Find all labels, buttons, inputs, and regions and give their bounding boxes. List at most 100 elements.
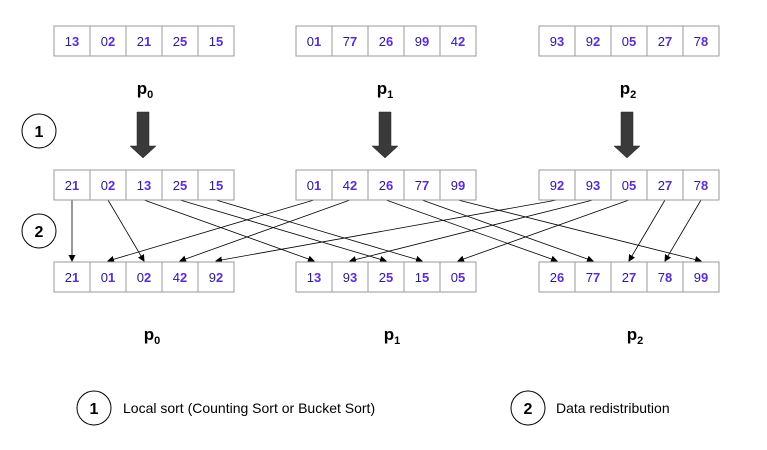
cell-box [331,261,369,293]
array-cell: 05 [610,25,648,57]
array-cell: 01 [89,261,127,293]
cell-value: 27 [622,270,636,285]
cell-box [161,25,199,57]
cell-box [439,25,477,57]
processor-label-bottom: p0 [144,325,161,347]
redistribution-arrow [349,199,594,263]
redistribution-arrow [457,199,702,263]
redistribution-arrow [179,199,351,263]
legend-circle [510,390,546,426]
array-cell: 02 [89,25,127,57]
redistribution-arrow [421,199,594,263]
cell-value: 77 [586,270,600,285]
array-cell: 05 [610,169,648,201]
cell-box [125,169,163,201]
cell-box [161,169,199,201]
legend-text: Data redistribution [556,400,670,416]
step-circle [21,213,57,249]
cell-box [574,25,612,57]
processor-labels: p0 p1 p2 p0 p1 p2 [137,79,644,347]
cell-value: 27 [658,178,672,193]
step-number: 1 [35,124,44,141]
cell-box [439,169,477,201]
array-cell: 77 [403,169,441,201]
array-cell: 21 [125,25,163,57]
cell-box [403,169,441,201]
cell-box [295,25,333,57]
cell-value: 21 [137,34,151,49]
cell-box [439,261,477,293]
cell-value: 26 [379,178,393,193]
cell-box [682,261,720,293]
array-cell: 93 [331,261,369,293]
cell-value: 02 [137,270,151,285]
array-cell: 99 [403,25,441,57]
cell-value: 25 [379,270,393,285]
array-cell: 26 [538,261,576,293]
cell-value: 02 [101,34,115,49]
redistribution-arrow [179,199,387,263]
step-marker: 1 [21,113,57,149]
cell-value: 92 [209,270,223,285]
cell-value: 92 [586,34,600,49]
legend: 1 Local sort (Counting Sort or Bucket Sor… [76,390,670,426]
cell-value: 42 [173,270,187,285]
array-cell: 21 [53,261,91,293]
cell-value: 21 [65,270,79,285]
cell-box [197,25,235,57]
processor-label-top: p1 [377,79,394,101]
cell-box [331,25,369,57]
array-cell: 92 [197,261,235,293]
array-cell: 25 [161,169,199,201]
redistribution-arrow [107,199,145,262]
cell-box [197,261,235,293]
cell-value: 02 [101,178,115,193]
down-arrow-icon [129,111,157,159]
cell-value: 05 [451,270,465,285]
cell-value: 78 [658,270,672,285]
cell-value: 99 [415,34,429,49]
legend-item: 1 Local sort (Counting Sort or Bucket Sor… [76,390,375,426]
cell-box [538,261,576,293]
cell-value: 42 [451,34,465,49]
cell-box [125,261,163,293]
array-cell: 78 [682,25,720,57]
array-cell: 78 [646,261,684,293]
cell-value: 15 [209,34,223,49]
cell-value: 25 [173,178,187,193]
cell-box [331,169,369,201]
array-cell: 99 [439,169,477,201]
redistribution-arrow [215,199,423,263]
cell-box [646,261,684,293]
array-cell: 26 [367,25,405,57]
legend-circle [76,390,112,426]
array-cell: 93 [538,25,576,57]
array-cell: 05 [439,261,477,293]
cell-value: 77 [415,178,429,193]
legend-text: Local sort (Counting Sort or Bucket Sort… [123,400,375,416]
cell-value: 15 [415,270,429,285]
cell-value: 78 [694,178,708,193]
array-cell: 27 [646,169,684,201]
array-cell: 92 [538,169,576,201]
cell-value: 01 [307,34,321,49]
cell-value: 13 [307,270,321,285]
cell-value: 42 [343,178,357,193]
cell-value: 93 [550,34,564,49]
cell-value: 77 [343,34,357,49]
cell-value: 01 [101,270,115,285]
cell-value: 15 [209,178,223,193]
array-cell: 78 [682,169,720,201]
down-arrow-icon [371,111,399,159]
array-cell: 01 [295,25,333,57]
redistribution-arrow [664,199,702,262]
cell-box [403,25,441,57]
redistribution-lines [68,199,702,264]
cell-box [295,169,333,201]
cell-box [197,169,235,201]
cell-value: 05 [622,34,636,49]
array-cell: 15 [197,169,235,201]
array-cell: 02 [125,261,163,293]
array-cell: 93 [574,169,612,201]
